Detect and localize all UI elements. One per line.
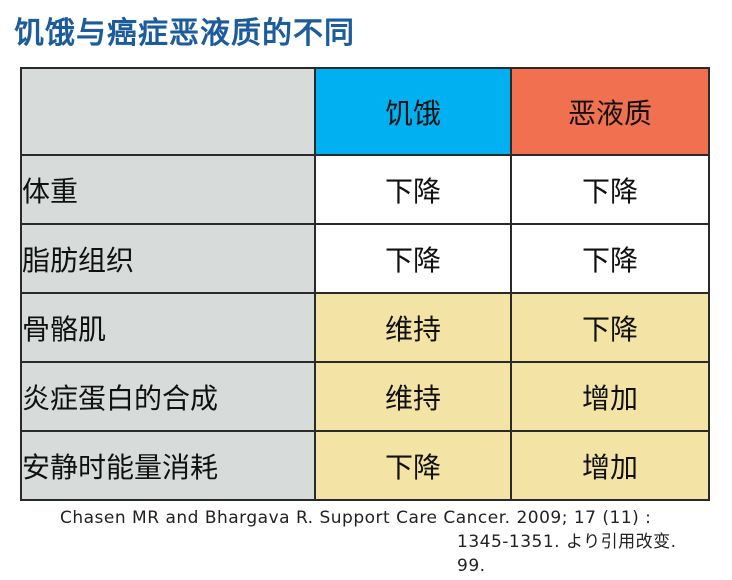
citation-line-1: Chasen MR and Bhargava R. Support Care C…	[60, 508, 652, 528]
row-label-inflammatory-protein: 炎症蛋白的合成	[20, 361, 316, 432]
row-label-adipose-tissue: 脂肪组织	[20, 223, 316, 294]
citation-line-3: 99.	[457, 556, 486, 576]
column-header-cachexia: 恶液质	[510, 67, 710, 156]
cell-cachexia-value: 增加	[510, 430, 710, 501]
table-row: 安静时能量消耗 下降 增加	[20, 430, 710, 501]
comparison-table: 饥饿 恶液质 体重 下降 下降 脂肪组织 下降 下降 骨骼肌 维持 下降 炎症蛋…	[20, 67, 710, 501]
cell-starvation-value: 维持	[314, 361, 512, 432]
table-header-row: 饥饿 恶液质	[20, 67, 710, 156]
cell-cachexia-value: 下降	[510, 292, 710, 363]
citation: Chasen MR and Bhargava R. Support Care C…	[60, 506, 730, 578]
table-corner-cell	[20, 67, 316, 156]
cell-starvation-value: 下降	[314, 223, 512, 294]
row-label-weight: 体重	[20, 154, 316, 225]
cell-starvation-value: 下降	[314, 154, 512, 225]
row-label-resting-energy: 安静时能量消耗	[20, 430, 316, 501]
row-label-skeletal-muscle: 骨骼肌	[20, 292, 316, 363]
citation-line-2: 1345-1351. より引用改变.	[457, 532, 677, 552]
cell-cachexia-value: 下降	[510, 223, 710, 294]
table-row: 体重 下降 下降	[20, 154, 710, 225]
column-header-starvation: 饥饿	[314, 67, 512, 156]
cell-cachexia-value: 增加	[510, 361, 710, 432]
table-row: 炎症蛋白的合成 维持 增加	[20, 361, 710, 432]
table-row: 脂肪组织 下降 下降	[20, 223, 710, 294]
table-row: 骨骼肌 维持 下降	[20, 292, 710, 363]
cell-cachexia-value: 下降	[510, 154, 710, 225]
cell-starvation-value: 下降	[314, 430, 512, 501]
cell-starvation-value: 维持	[314, 292, 512, 363]
page-title: 饥饿与癌症恶液质的不同	[14, 16, 355, 51]
